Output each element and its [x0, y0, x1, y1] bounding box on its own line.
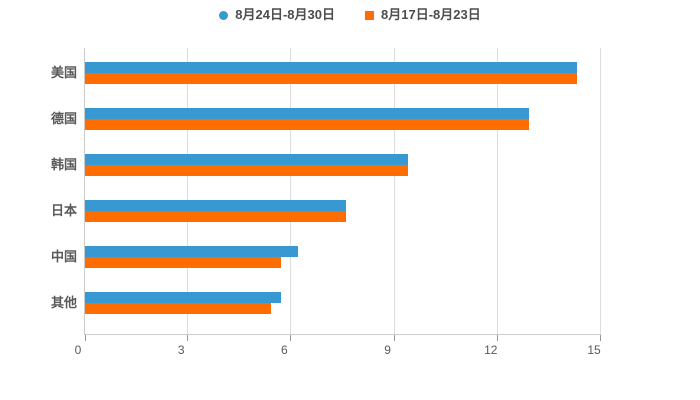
x-tick-9: [393, 335, 395, 341]
bar-中国-series1: [85, 246, 299, 257]
category-label-其他: 其他: [50, 295, 77, 310]
gridline-x-9: [393, 48, 395, 334]
x-tick-0: [85, 335, 86, 341]
x-tick-label-3: 3: [177, 343, 185, 357]
chart-legend: 8月24日-8月30日 8月17日-8月23日: [0, 4, 700, 26]
x-tick-label-12: 12: [484, 343, 498, 357]
category-label-韩国: 韩国: [50, 157, 77, 172]
gridline-x-12: [496, 48, 498, 334]
category-label-日本: 日本: [50, 203, 77, 218]
x-tick-6: [290, 335, 292, 341]
bar-日本-series2: [85, 211, 347, 222]
legend-label: 8月17日-8月23日: [381, 7, 481, 22]
x-tick-15: [600, 335, 601, 341]
bar-日本-series1: [85, 200, 347, 211]
x-tick-label-6: 6: [281, 343, 288, 357]
bar-韩国-series2: [85, 165, 409, 176]
bar-中国-series2: [85, 257, 282, 268]
gridline-x-3: [187, 48, 189, 334]
legend-item-week-aug17-23[interactable]: 8月17日-8月23日: [365, 8, 481, 22]
category-label-德国: 德国: [50, 111, 77, 126]
x-tick-12: [496, 335, 498, 341]
category-label-美国: 美国: [50, 65, 77, 80]
legend-marker-circle-icon: [219, 10, 229, 20]
x-tick-label-9: 9: [384, 343, 391, 357]
legend-label: 8月24日-8月30日: [235, 7, 335, 22]
legend-item-week-aug24-30[interactable]: 8月24日-8月30日: [219, 8, 335, 22]
bar-美国-series1: [85, 62, 577, 73]
bar-德国-series2: [85, 119, 529, 130]
legend-marker-square-icon: [365, 10, 374, 20]
bar-其他-series2: [85, 303, 271, 314]
category-label-中国: 中国: [50, 249, 77, 264]
gridline-x-15: [600, 48, 601, 334]
x-tick-label-15: 15: [587, 343, 601, 357]
bar-德国-series1: [85, 108, 529, 119]
plot-area: 0 3 6 9 12 15 美国德国韩国日本中国其他: [51, 48, 601, 357]
gridline-x-6: [290, 48, 292, 334]
bar-韩国-series1: [85, 154, 409, 165]
x-tick-3: [187, 335, 189, 341]
x-tick-label-0: 0: [74, 343, 82, 357]
bar-其他-series1: [85, 292, 282, 303]
bar-美国-series2: [85, 73, 577, 84]
